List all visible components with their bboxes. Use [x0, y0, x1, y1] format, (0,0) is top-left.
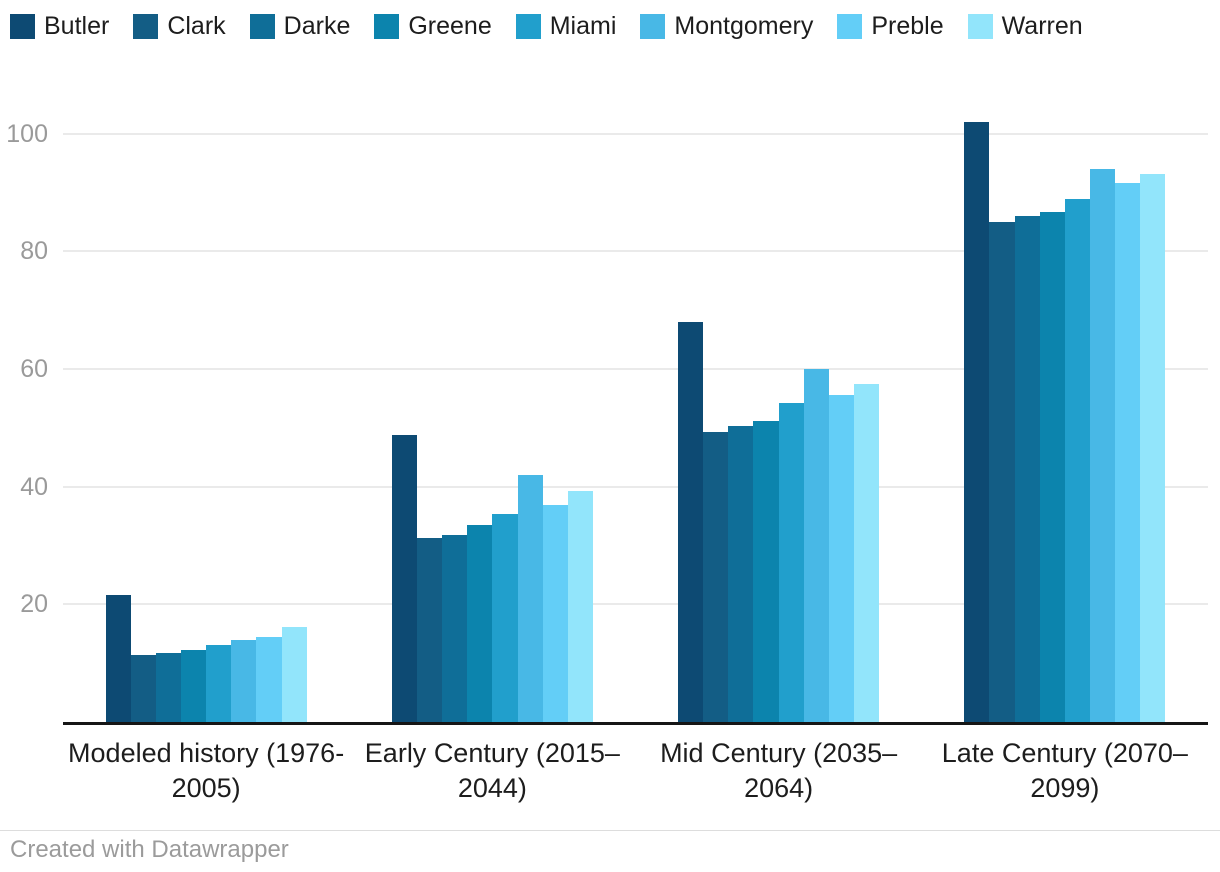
- legend-item-preble: Preble: [837, 12, 944, 40]
- legend-item-butler: Butler: [10, 14, 109, 39]
- legend-label: Montgomery: [674, 12, 814, 40]
- legend-swatch-icon: [837, 14, 863, 39]
- legend-item-greene: Greene: [374, 12, 492, 40]
- legend-swatch-icon: [374, 14, 400, 39]
- bar-greene-3[interactable]: [1039, 211, 1065, 722]
- y-axis-tick-label: 100: [6, 119, 48, 148]
- bar-montgomery-2[interactable]: [803, 368, 829, 722]
- bar-montgomery-1[interactable]: [517, 474, 543, 722]
- legend-swatch-icon: [640, 14, 666, 39]
- y-axis-tick-label: 60: [20, 354, 48, 383]
- legend-item-darke: Darke: [249, 12, 351, 40]
- legend-swatch-icon: [249, 14, 275, 39]
- legend-label: Clark: [167, 12, 226, 40]
- bar-clark-1[interactable]: [416, 538, 443, 722]
- bar-preble-1[interactable]: [542, 504, 568, 722]
- bar-miami-3[interactable]: [1064, 199, 1091, 722]
- gridline-y-80: [63, 250, 1208, 253]
- gridline-y-20: [63, 603, 1208, 606]
- legend-item-clark: Clark: [133, 12, 226, 40]
- bar-butler-3[interactable]: [964, 121, 990, 722]
- x-axis-category-label: Late Century (2070–2099): [941, 738, 1188, 803]
- gridline-y-40: [63, 485, 1208, 488]
- bar-clark-3[interactable]: [989, 221, 1015, 722]
- legend-swatch-icon: [515, 14, 541, 39]
- bar-butler-1[interactable]: [391, 435, 417, 722]
- legend-label: Preble: [871, 12, 944, 40]
- legend-label: Miami: [549, 12, 617, 40]
- chart-legend: Butler Clark Darke Greene Miami Montgomery Pre…: [10, 14, 1083, 39]
- y-axis-tick-label: 80: [20, 237, 48, 266]
- y-axis-tick-label: 20: [20, 590, 48, 619]
- bar-miami-0[interactable]: [206, 644, 232, 722]
- legend-label: Darke: [283, 12, 351, 40]
- bar-darke-2[interactable]: [728, 425, 754, 722]
- legend-item-montgomery: Montgomery: [640, 14, 813, 39]
- gridline-y-60: [63, 367, 1208, 370]
- legend-item-warren: Warren: [967, 12, 1083, 40]
- legend-label: Warren: [1001, 12, 1083, 40]
- x-axis-category-label: Early Century (2015–2044): [364, 738, 620, 803]
- bar-miami-2[interactable]: [778, 403, 804, 722]
- bar-clark-2[interactable]: [703, 432, 729, 722]
- bar-darke-0[interactable]: [155, 653, 181, 722]
- bar-preble-2[interactable]: [828, 394, 855, 722]
- bar-clark-0[interactable]: [130, 655, 156, 722]
- bar-butler-0[interactable]: [105, 595, 131, 722]
- legend-swatch-icon: [10, 14, 35, 39]
- bar-preble-3[interactable]: [1115, 182, 1141, 722]
- legend-item-miami: Miami: [515, 12, 617, 40]
- bar-warren-3[interactable]: [1140, 173, 1166, 722]
- bar-butler-2[interactable]: [678, 321, 704, 722]
- bar-greene-2[interactable]: [753, 420, 779, 722]
- bar-montgomery-3[interactable]: [1090, 169, 1116, 722]
- legend-label: Greene: [408, 12, 492, 40]
- legend-swatch-icon: [133, 14, 159, 39]
- gridline-y-100: [63, 132, 1208, 135]
- bar-warren-0[interactable]: [281, 626, 307, 722]
- bar-montgomery-0[interactable]: [231, 640, 257, 722]
- bar-miami-1[interactable]: [492, 514, 518, 722]
- bar-greene-1[interactable]: [467, 525, 493, 722]
- bar-preble-0[interactable]: [256, 636, 282, 722]
- y-axis-tick-label: 40: [20, 472, 48, 501]
- datawrapper-credit-link[interactable]: Created with Datawrapper: [10, 836, 289, 863]
- bar-warren-1[interactable]: [567, 491, 593, 722]
- x-axis-category-label: Modeled history (1976-2005): [68, 738, 345, 803]
- legend-swatch-icon: [967, 14, 993, 39]
- bar-darke-3[interactable]: [1014, 215, 1040, 722]
- bar-warren-2[interactable]: [854, 383, 880, 722]
- bar-darke-1[interactable]: [442, 534, 468, 722]
- x-axis-category-label: Mid Century (2035–2064): [660, 738, 898, 803]
- footer-divider: [0, 830, 1220, 831]
- legend-label: Butler: [44, 12, 110, 40]
- x-axis-baseline: [63, 722, 1208, 725]
- bar-greene-0[interactable]: [180, 650, 207, 722]
